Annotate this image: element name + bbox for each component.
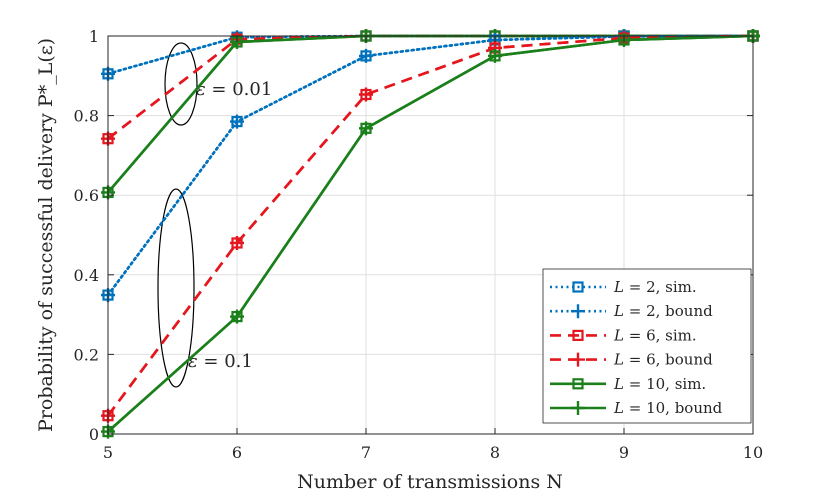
square-marker	[572, 378, 584, 390]
y-axis-title: Probability of successful delivery P*_L(…	[35, 38, 57, 432]
annotation-group: ε = 0.01 ε = 0.1	[157, 42, 272, 388]
legend-label: L = 6, sim.	[613, 326, 697, 344]
square-marker	[572, 329, 584, 341]
legend-label: L = 10, sim.	[613, 375, 706, 393]
legend-symbol: L	[613, 326, 624, 344]
legend-entry: L = 6, sim.	[550, 326, 697, 344]
x-axis-title: Number of transmissions N	[297, 471, 563, 493]
legend-entry: L = 10, bound	[550, 399, 723, 417]
series-line	[107, 34, 753, 140]
legend-l-value: 2	[646, 302, 656, 320]
epsilon-001-ellipse	[164, 42, 198, 126]
x-tick-label: 10	[743, 443, 763, 462]
legend-l-value: 10	[646, 375, 665, 393]
legend-suffix: , bound	[656, 302, 713, 320]
legend-equals: =	[624, 375, 646, 393]
epsilon-01-label: ε = 0.1	[188, 351, 253, 372]
x-tick-label: 8	[490, 443, 500, 462]
x-tick-label: 5	[103, 443, 113, 462]
plus-marker	[230, 235, 244, 250]
epsilon-01-ellipse	[157, 188, 195, 388]
x-tick-label: 6	[232, 443, 242, 462]
legend-suffix: , sim.	[656, 278, 697, 296]
epsilon-001-label: ε = 0.01	[196, 79, 272, 100]
legend-suffix: , sim.	[656, 326, 697, 344]
y-tick-label: 0.4	[74, 266, 99, 285]
legend-equals: =	[624, 351, 646, 369]
series-layer	[101, 29, 760, 439]
plus-marker	[571, 352, 585, 367]
legend-box	[542, 268, 752, 424]
legend-equals: =	[624, 278, 646, 296]
plus-marker	[359, 87, 373, 102]
square-marker	[572, 281, 584, 293]
series-line	[107, 34, 754, 433]
y-tick-label: 0	[89, 425, 99, 444]
legend-entry: L = 2, sim.	[550, 278, 697, 296]
plot-frame	[107, 35, 754, 435]
legend-entry: L = 2, bound	[550, 302, 713, 320]
plus-marker	[230, 309, 244, 324]
legend-l-value: 6	[646, 326, 656, 344]
plus-marker	[488, 48, 502, 63]
legend-symbol: L	[613, 399, 624, 417]
plus-marker	[571, 401, 585, 415]
legend-suffix: , bound	[665, 399, 722, 417]
y-tick-label: 1	[89, 27, 99, 46]
legend-entry: L = 6, bound	[550, 351, 713, 369]
legend-label: L = 2, sim.	[613, 278, 697, 296]
legend-suffix: , bound	[656, 351, 713, 369]
legend-symbol: L	[613, 302, 624, 320]
legend-symbol: L	[613, 375, 624, 393]
legend-label: L = 2, bound	[613, 302, 713, 320]
legend-l-value: 10	[646, 399, 665, 417]
legend-symbol: L	[613, 351, 624, 369]
legend-symbol: L	[613, 278, 624, 296]
y-tick-label: 0.2	[74, 345, 99, 364]
x-tick-label: 7	[361, 443, 371, 462]
legend-equals: =	[624, 399, 646, 417]
axis-ticks: 5 6 7 8 9 10 0 0.2 0.4 0.6 0.8 1	[74, 27, 764, 462]
legend-suffix: , sim.	[665, 375, 706, 393]
legend-label: L = 10, bound	[613, 399, 723, 417]
legend-l-value: 6	[646, 351, 656, 369]
legend-label: L = 6, bound	[613, 351, 713, 369]
legend-l-value: 2	[646, 278, 656, 296]
y-tick-label: 0.6	[74, 186, 99, 205]
legend-entry: L = 10, sim.	[550, 375, 706, 393]
plus-marker	[359, 48, 373, 63]
series-line	[106, 34, 755, 297]
plus-marker	[230, 114, 244, 129]
legend-equals: =	[624, 326, 646, 344]
plus-marker	[359, 121, 373, 136]
legend-equals: =	[624, 302, 646, 320]
plus-marker	[571, 304, 585, 319]
x-tick-label: 9	[619, 443, 629, 462]
y-tick-label: 0.8	[74, 107, 99, 126]
